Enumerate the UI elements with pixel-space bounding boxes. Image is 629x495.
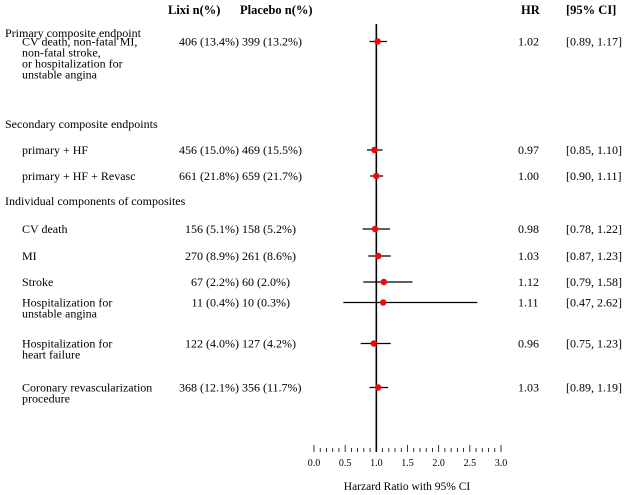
x-axis: 0.0 0.5 1.0 1.5 2.0 2.5 3.0 xyxy=(308,445,508,469)
tick-label: 1.0 xyxy=(370,458,383,469)
lixi-value: 156 (5.1%) xyxy=(185,222,239,236)
hr-point xyxy=(371,146,378,154)
lixi-value: 270 (8.9%) xyxy=(185,249,239,263)
row-label: primary + HF + Revasc xyxy=(22,169,136,183)
tick-label: 0.5 xyxy=(339,458,352,469)
section-title: Secondary composite endpoints xyxy=(5,117,158,131)
row-label: heart failure xyxy=(22,348,80,362)
row-label: MI xyxy=(22,249,37,263)
placebo-value: 10 (0.3%) xyxy=(242,296,290,310)
hr-value: 1.00 xyxy=(518,169,539,183)
tick-label: 1.5 xyxy=(401,458,414,469)
ci-value: [0.85, 1.10] xyxy=(566,143,622,157)
hr-value: 1.12 xyxy=(518,275,539,289)
header-placebo: Placebo n(%) xyxy=(240,3,313,17)
lixi-value: 661 (21.8%) xyxy=(179,169,239,183)
header-lixi: Lixi n(%) xyxy=(168,3,220,17)
ci-value: [0.90, 1.11] xyxy=(566,169,622,183)
lixi-value: 368 (12.1%) xyxy=(179,381,239,395)
ci-value: [0.89, 1.17] xyxy=(566,35,622,49)
section-title: Individual components of composites xyxy=(5,194,186,208)
hr-point xyxy=(374,38,381,45)
hr-value: 1.03 xyxy=(518,249,539,263)
placebo-value: 469 (15.5%) xyxy=(242,143,302,157)
placebo-value: 356 (11.7%) xyxy=(242,381,302,395)
row-label: non-fatal stroke, xyxy=(22,46,101,60)
tick-label: 3.0 xyxy=(495,458,508,469)
placebo-value: 399 (13.2%) xyxy=(242,35,302,49)
tick-label: 2.0 xyxy=(432,458,445,469)
hr-point xyxy=(375,384,382,391)
placebo-value: 127 (4.2%) xyxy=(242,337,296,351)
tick-label: 2.5 xyxy=(464,458,477,469)
ci-value: [0.87, 1.23] xyxy=(566,249,622,263)
x-axis-label: Harzard Ratio with 95% CI xyxy=(344,481,471,493)
hr-point xyxy=(370,340,378,347)
hr-point xyxy=(371,225,379,233)
lixi-value: 11 (0.4%) xyxy=(191,296,239,310)
hr-point xyxy=(379,299,387,306)
header-hr: HR xyxy=(521,3,541,17)
hr-point xyxy=(380,278,388,286)
row-label: CV death xyxy=(22,222,67,236)
hr-point xyxy=(375,252,382,260)
row-label: primary + HF xyxy=(22,143,88,157)
hr-point xyxy=(373,172,380,180)
lixi-value: 456 (15.0%) xyxy=(179,143,239,157)
placebo-value: 261 (8.6%) xyxy=(242,249,296,263)
ci-value: [0.75, 1.23] xyxy=(566,337,622,351)
row-label: Hospitalization for xyxy=(22,337,112,351)
row-label: CV death, non-fatal MI, xyxy=(22,35,137,49)
hr-value: 0.96 xyxy=(518,337,539,351)
hr-value: 0.97 xyxy=(518,143,539,157)
hr-value: 1.11 xyxy=(518,296,539,310)
row-label: Hospitalization for xyxy=(22,296,112,310)
lixi-value: 67 (2.2%) xyxy=(191,275,239,289)
lixi-value: 122 (4.0%) xyxy=(185,337,239,351)
section-title: Primary composite endpoint xyxy=(5,26,142,40)
hr-value: 1.03 xyxy=(518,381,539,395)
tick-label: 0.0 xyxy=(308,458,321,469)
ci-value: [0.89, 1.19] xyxy=(566,381,622,395)
row-label: procedure xyxy=(22,392,70,406)
ci-value: [0.79, 1.58] xyxy=(566,275,622,289)
row-label: Stroke xyxy=(22,275,53,289)
placebo-value: 158 (5.2%) xyxy=(242,222,296,236)
placebo-value: 60 (2.0%) xyxy=(242,275,290,289)
ci-value: [0.47, 2.62] xyxy=(566,296,622,310)
row-label: or hospitalization for xyxy=(22,57,123,71)
ci-value: [0.78, 1.22] xyxy=(566,222,622,236)
hr-value: 1.02 xyxy=(518,35,539,49)
placebo-value: 659 (21.7%) xyxy=(242,169,302,183)
lixi-value: 406 (13.4%) xyxy=(179,35,239,49)
row-label: unstable angina xyxy=(22,68,98,82)
row-label: Coronary revascularization xyxy=(22,381,152,395)
hr-value: 0.98 xyxy=(518,222,539,236)
row-label: unstable angina xyxy=(22,307,98,321)
header-ci: [95% CI] xyxy=(566,3,616,17)
